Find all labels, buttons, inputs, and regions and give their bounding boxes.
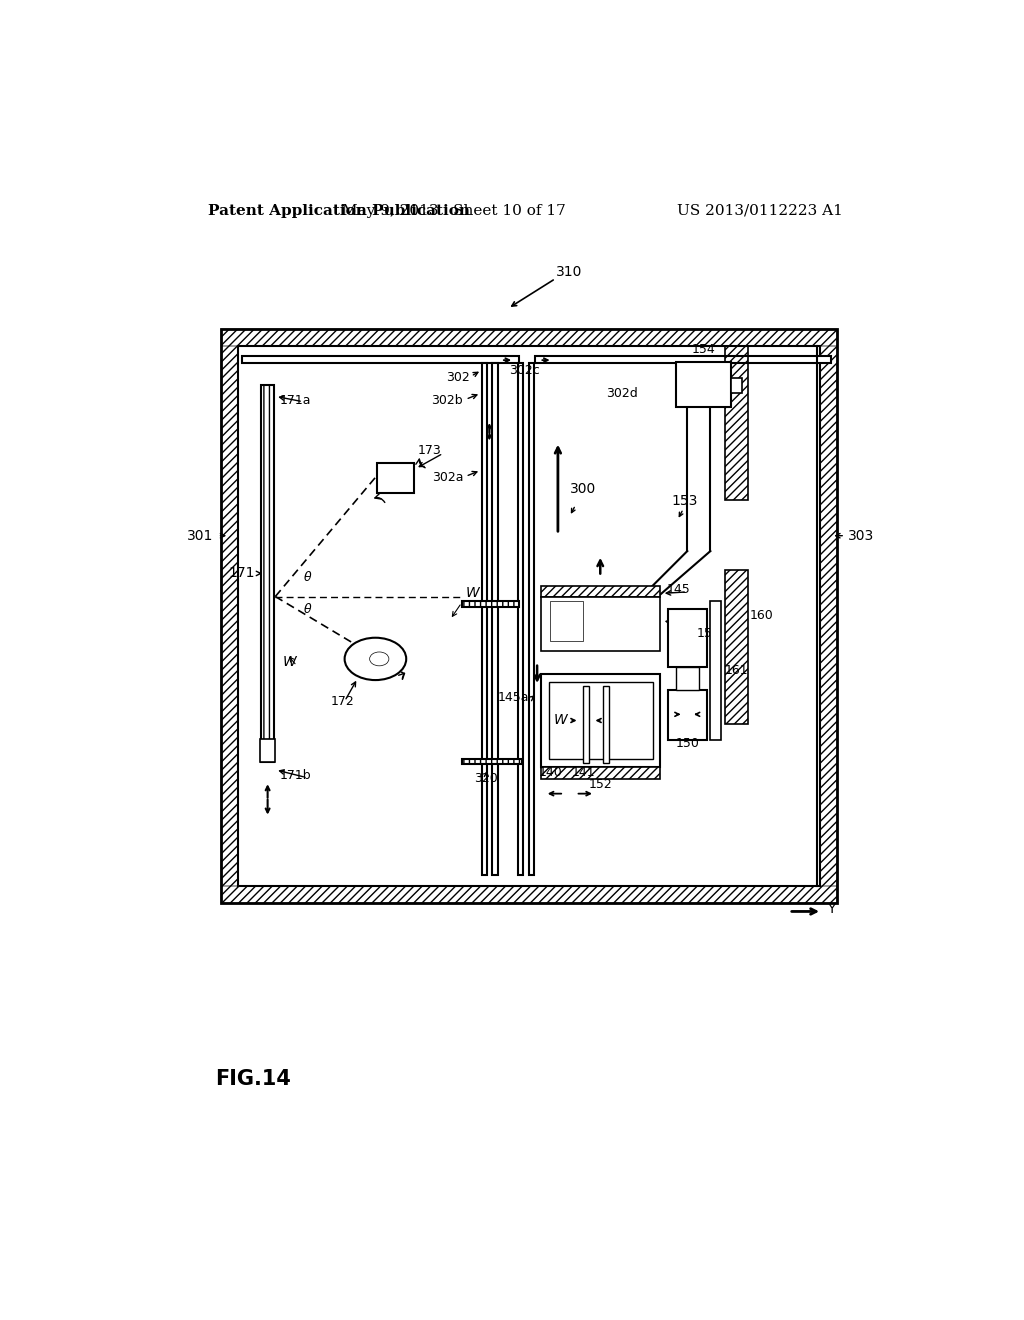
Text: 150: 150 [676, 738, 699, 751]
Bar [535, 355, 831, 363]
Bar [462, 601, 519, 607]
Text: May 9, 2013   Sheet 10 of 17: May 9, 2013 Sheet 10 of 17 [342, 203, 566, 218]
Bar [725, 346, 749, 500]
Text: 161: 161 [725, 664, 749, 677]
Text: 301: 301 [187, 529, 214, 543]
Bar [731, 378, 742, 393]
Text: W: W [466, 586, 479, 599]
Bar [711, 601, 721, 739]
Text: 154: 154 [691, 343, 716, 356]
Text: 320: 320 [474, 772, 498, 785]
Text: FIG.14: FIG.14 [215, 1069, 291, 1089]
Text: US 2013/0112223 A1: US 2013/0112223 A1 [677, 203, 843, 218]
Text: 141: 141 [571, 766, 595, 779]
Text: $\theta$: $\theta$ [303, 602, 312, 616]
Text: 302c: 302c [509, 364, 540, 378]
Text: 152: 152 [589, 779, 613, 791]
Bar [541, 586, 660, 597]
Text: 302d: 302d [606, 387, 638, 400]
Bar [541, 675, 660, 767]
Bar [261, 385, 273, 762]
Text: 310: 310 [556, 265, 583, 280]
Text: 171: 171 [228, 566, 255, 581]
Bar [221, 330, 838, 346]
Bar [221, 886, 838, 903]
Bar [820, 346, 838, 886]
Bar [676, 667, 698, 689]
Text: Y: Y [827, 902, 836, 916]
Bar [260, 739, 275, 762]
Text: 302b: 302b [431, 395, 463, 408]
Bar [462, 759, 521, 764]
Text: 160: 160 [750, 610, 773, 622]
Bar [549, 682, 652, 759]
Bar [668, 609, 707, 667]
Text: 171b: 171b [280, 770, 311, 783]
Bar [541, 586, 660, 597]
Bar [239, 346, 820, 886]
Bar [550, 601, 583, 642]
Text: Patent Application Publication: Patent Application Publication [208, 203, 470, 218]
Bar [221, 330, 838, 903]
Bar [377, 462, 414, 494]
Text: 302: 302 [445, 371, 469, 384]
Bar [462, 601, 519, 607]
Bar [584, 686, 590, 763]
Text: 173: 173 [418, 445, 441, 458]
Bar [541, 767, 660, 779]
Text: 302a: 302a [432, 471, 463, 484]
Bar [481, 363, 487, 874]
Bar [528, 363, 535, 874]
Bar [261, 385, 273, 762]
Text: $\theta$: $\theta$ [303, 570, 312, 585]
Text: 140: 140 [539, 766, 562, 779]
Text: W: W [283, 655, 297, 669]
Bar [602, 686, 608, 763]
Bar [221, 346, 239, 886]
Ellipse shape [345, 638, 407, 680]
Bar [243, 355, 519, 363]
Text: 142: 142 [667, 618, 690, 631]
Ellipse shape [370, 652, 389, 665]
Text: 145: 145 [667, 583, 690, 597]
Bar [541, 597, 660, 651]
Text: 172: 172 [331, 696, 354, 708]
Bar [518, 363, 523, 874]
Text: W: W [553, 713, 567, 727]
Text: 171a: 171a [280, 393, 311, 407]
Text: 300: 300 [569, 482, 596, 496]
Bar [493, 363, 498, 874]
Bar [668, 689, 707, 739]
Bar [462, 759, 521, 764]
Bar [541, 767, 660, 779]
Text: 145a: 145a [498, 690, 529, 704]
Bar [725, 570, 749, 723]
Text: 153: 153 [672, 494, 698, 508]
Text: 151: 151 [696, 627, 720, 640]
Bar [676, 363, 731, 407]
Text: 303: 303 [848, 529, 874, 543]
